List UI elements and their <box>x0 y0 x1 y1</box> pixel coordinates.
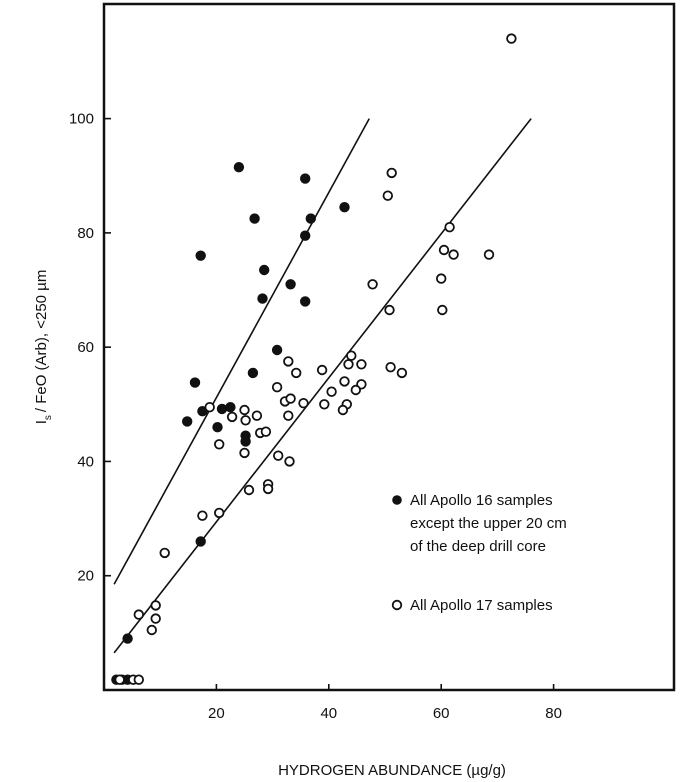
apollo17-point <box>437 304 448 316</box>
apollo17-point <box>213 439 225 450</box>
apollo17-point <box>298 398 309 409</box>
apollo17-point <box>438 244 450 256</box>
apollo16-point <box>257 293 268 304</box>
apollo16-point <box>181 416 193 427</box>
apollo17-point <box>382 190 394 201</box>
apollo17-point <box>284 456 295 467</box>
x-axis-ticks: 20 40 60 80 <box>208 684 562 722</box>
apollo16-point <box>305 213 317 224</box>
apollo17-point <box>262 483 274 495</box>
apollo17-point <box>346 350 357 361</box>
apollo17-point <box>326 386 337 397</box>
x-axis-label: HYDROGEN ABUNDANCE (µg/g) <box>278 762 506 779</box>
apollo16-point <box>240 436 251 447</box>
legend-label-apollo16-line3: of the deep drill core <box>410 538 546 555</box>
apollo17-point <box>356 359 367 370</box>
y-axis-label: Is / FeO (Arb), <250 µm <box>33 270 54 425</box>
apollo17-point <box>367 279 378 290</box>
apollo17-point <box>150 600 161 611</box>
apollo17-point <box>285 393 296 404</box>
y-axis-ticks: 20 40 60 80 100 <box>69 111 111 585</box>
apollo17-point <box>226 411 238 423</box>
x-tick-label: 40 <box>320 705 337 722</box>
apollo17-point <box>239 447 250 459</box>
apollo16-point <box>300 296 311 307</box>
y-axis-label-rest: / FeO (Arb), <250 µm <box>33 270 50 412</box>
apollo17-point <box>260 426 272 437</box>
legend: All Apollo 16 samples except the upper 2… <box>391 492 567 614</box>
apollo16-point <box>259 264 270 276</box>
apollo17-point <box>243 484 255 496</box>
apollo17-point <box>133 609 145 620</box>
fit-line-1 <box>113 118 370 585</box>
apollo17-point <box>283 356 294 367</box>
apollo17-point <box>150 613 161 624</box>
apollo16-point <box>271 344 283 356</box>
apollo17-point <box>316 364 328 376</box>
apollo16-point <box>300 173 311 184</box>
legend-marker-apollo17 <box>391 599 403 611</box>
fit-lines <box>113 118 532 654</box>
apollo17-point <box>339 376 350 387</box>
apollo17-point <box>271 382 283 393</box>
apollo16-point <box>249 213 260 224</box>
apollo17-point <box>396 367 408 379</box>
y-axis-label-subscript: s <box>43 415 54 420</box>
apollo16-point <box>339 201 350 213</box>
y-tick-label: 60 <box>77 339 94 356</box>
apollo17-point <box>197 510 208 521</box>
apollo16-point <box>195 536 206 547</box>
apollo17-point <box>343 359 354 370</box>
apollo17-point <box>444 221 455 233</box>
apollo16-point <box>300 230 311 241</box>
legend-label-apollo16-line1: All Apollo 16 samples <box>410 492 553 509</box>
data-points <box>111 33 517 685</box>
x-tick-label: 20 <box>208 705 225 722</box>
apollo16-point <box>225 402 236 413</box>
apollo17-point <box>159 547 170 559</box>
fit-line-2 <box>113 118 532 654</box>
apollo17-point <box>146 624 158 636</box>
apollo17-point <box>204 402 215 413</box>
x-tick-label: 80 <box>545 705 562 722</box>
apollo17-point <box>384 304 395 316</box>
apollo16-point <box>195 250 206 261</box>
apollo16-point <box>212 422 223 433</box>
apollo16-point <box>247 367 259 379</box>
apollo17-point <box>291 367 302 379</box>
legend-label-apollo16-line2: except the upper 20 cm <box>410 515 567 532</box>
y-tick-label: 100 <box>69 111 94 128</box>
apollo17-point <box>283 410 294 421</box>
apollo17-point <box>114 674 125 685</box>
apollo17-point <box>133 674 145 685</box>
apollo16-point <box>285 279 296 290</box>
apollo16-point <box>233 161 245 173</box>
apollo16-point <box>216 403 228 415</box>
legend-marker-apollo16 <box>392 495 402 505</box>
apollo17-point <box>337 404 349 416</box>
apollo17-point <box>436 273 447 284</box>
apollo16-point <box>122 633 133 644</box>
x-tick-label: 60 <box>433 705 450 722</box>
apollo17-point <box>350 384 362 396</box>
apollo17-point <box>506 33 517 44</box>
apollo17-point <box>483 249 495 260</box>
apollo17-point <box>319 399 330 410</box>
apollo17-point <box>240 415 251 426</box>
y-tick-label: 20 <box>77 568 94 585</box>
apollo17-point <box>448 249 459 260</box>
legend-label-apollo17: All Apollo 17 samples <box>410 597 553 614</box>
y-axis-label-main: I <box>33 420 50 424</box>
plot-frame <box>102 2 676 692</box>
apollo17-point <box>273 450 284 461</box>
y-tick-label: 40 <box>77 453 94 470</box>
y-tick-label: 80 <box>77 225 94 242</box>
apollo17-point <box>239 404 250 416</box>
apollo17-point <box>213 507 225 519</box>
apollo16-point <box>189 377 201 388</box>
apollo17-point <box>386 167 397 179</box>
apollo17-point <box>385 362 396 373</box>
apollo17-point <box>251 410 263 421</box>
